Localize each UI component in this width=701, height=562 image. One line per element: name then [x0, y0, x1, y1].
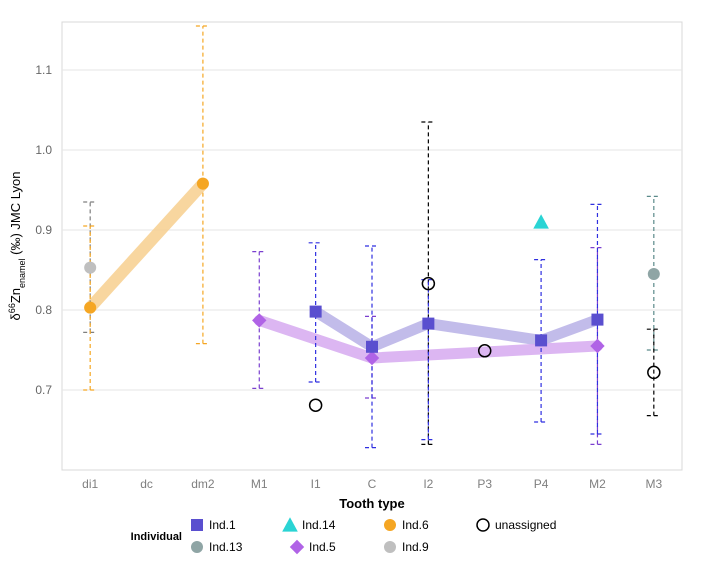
point-Ind.1	[535, 334, 547, 346]
point-Ind.1	[422, 318, 434, 330]
legend-label: Ind.9	[402, 540, 429, 554]
legend-label: Ind.14	[302, 518, 336, 532]
x-tick-label: C	[368, 477, 377, 491]
y-tick-label: 1.1	[35, 63, 52, 77]
x-tick-label: dm2	[191, 477, 215, 491]
point-Ind.1	[310, 306, 322, 318]
legend-label: unassigned	[495, 518, 556, 532]
x-axis-label: Tooth type	[339, 496, 404, 511]
point-Ind.6	[84, 302, 96, 314]
legend-item-Ind.5: Ind.5	[290, 540, 336, 554]
legend-item-Ind.6: Ind.6	[384, 518, 429, 532]
y-tick-label: 0.9	[35, 223, 52, 237]
point-Ind.1	[366, 341, 378, 353]
legend-item-Ind.14: Ind.14	[282, 517, 335, 532]
x-tick-label: P3	[477, 477, 492, 491]
x-tick-label: dc	[140, 477, 153, 491]
legend-label: Ind.13	[209, 540, 243, 554]
x-tick-label: M3	[645, 477, 662, 491]
x-tick-label: di1	[82, 477, 98, 491]
y-tick-label: 1.0	[35, 143, 52, 157]
legend-label: Ind.6	[402, 518, 429, 532]
y-tick-label: 0.8	[35, 303, 52, 317]
point-Ind.6	[197, 178, 209, 190]
point-Ind.13	[648, 268, 660, 280]
x-tick-label: M1	[251, 477, 268, 491]
x-tick-label: M2	[589, 477, 606, 491]
legend-label: Ind.5	[309, 540, 336, 554]
legend-item-Ind.13: Ind.13	[191, 540, 243, 554]
legend-title: Individual	[131, 531, 182, 543]
legend-label: Ind.1	[209, 518, 236, 532]
legend-item-Ind.9: Ind.9	[384, 540, 429, 554]
legend-item-Ind.1: Ind.1	[191, 518, 236, 532]
point-Ind.9	[84, 262, 96, 274]
y-tick-label: 0.7	[35, 383, 52, 397]
x-tick-label: P4	[534, 477, 549, 491]
chart-container: 0.70.80.91.01.1di1dcdm2M1I1CI2P3P4M2M3δ6…	[0, 0, 701, 562]
x-tick-label: I2	[423, 477, 433, 491]
point-Ind.1	[591, 314, 603, 326]
chart-svg: 0.70.80.91.01.1di1dcdm2M1I1CI2P3P4M2M3δ6…	[0, 0, 701, 562]
x-tick-label: I1	[311, 477, 321, 491]
